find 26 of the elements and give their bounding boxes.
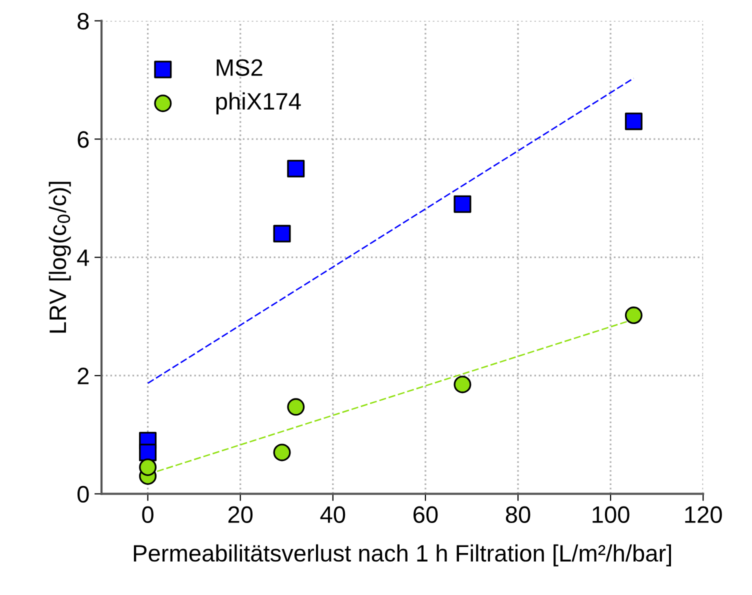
point xyxy=(139,458,157,476)
y-tick-label: 2 xyxy=(78,368,89,384)
x-tick-label: 0 xyxy=(142,506,154,523)
legend-label: phiX174 xyxy=(216,92,301,114)
point xyxy=(139,444,157,462)
point xyxy=(287,398,305,416)
x-tick-label: 120 xyxy=(685,506,722,523)
x-tick-label: 100 xyxy=(592,506,630,523)
point xyxy=(273,224,291,242)
point xyxy=(624,306,642,324)
y-tick-label: 8 xyxy=(78,12,89,30)
x-tick-label: 20 xyxy=(228,506,253,523)
point xyxy=(624,112,642,130)
x-tick-label: 40 xyxy=(320,506,346,523)
point xyxy=(454,195,472,213)
legend-label: MS2 xyxy=(216,59,262,76)
y-axis-title: LRV [log(c$_{0}$/c)] xyxy=(48,182,71,333)
x-axis-title: Permeabilitätsverlust nach 1 h Filtration [L/m²/h/bar] xyxy=(134,544,671,566)
x-tick-label: 60 xyxy=(414,506,438,523)
point xyxy=(273,444,291,462)
point xyxy=(454,376,472,394)
x-tick-label: 80 xyxy=(506,506,530,523)
y-tick-label: 0 xyxy=(78,486,89,503)
y-tick-label: 4 xyxy=(77,250,90,266)
y-tick-label: 6 xyxy=(78,131,89,148)
point xyxy=(287,160,305,178)
